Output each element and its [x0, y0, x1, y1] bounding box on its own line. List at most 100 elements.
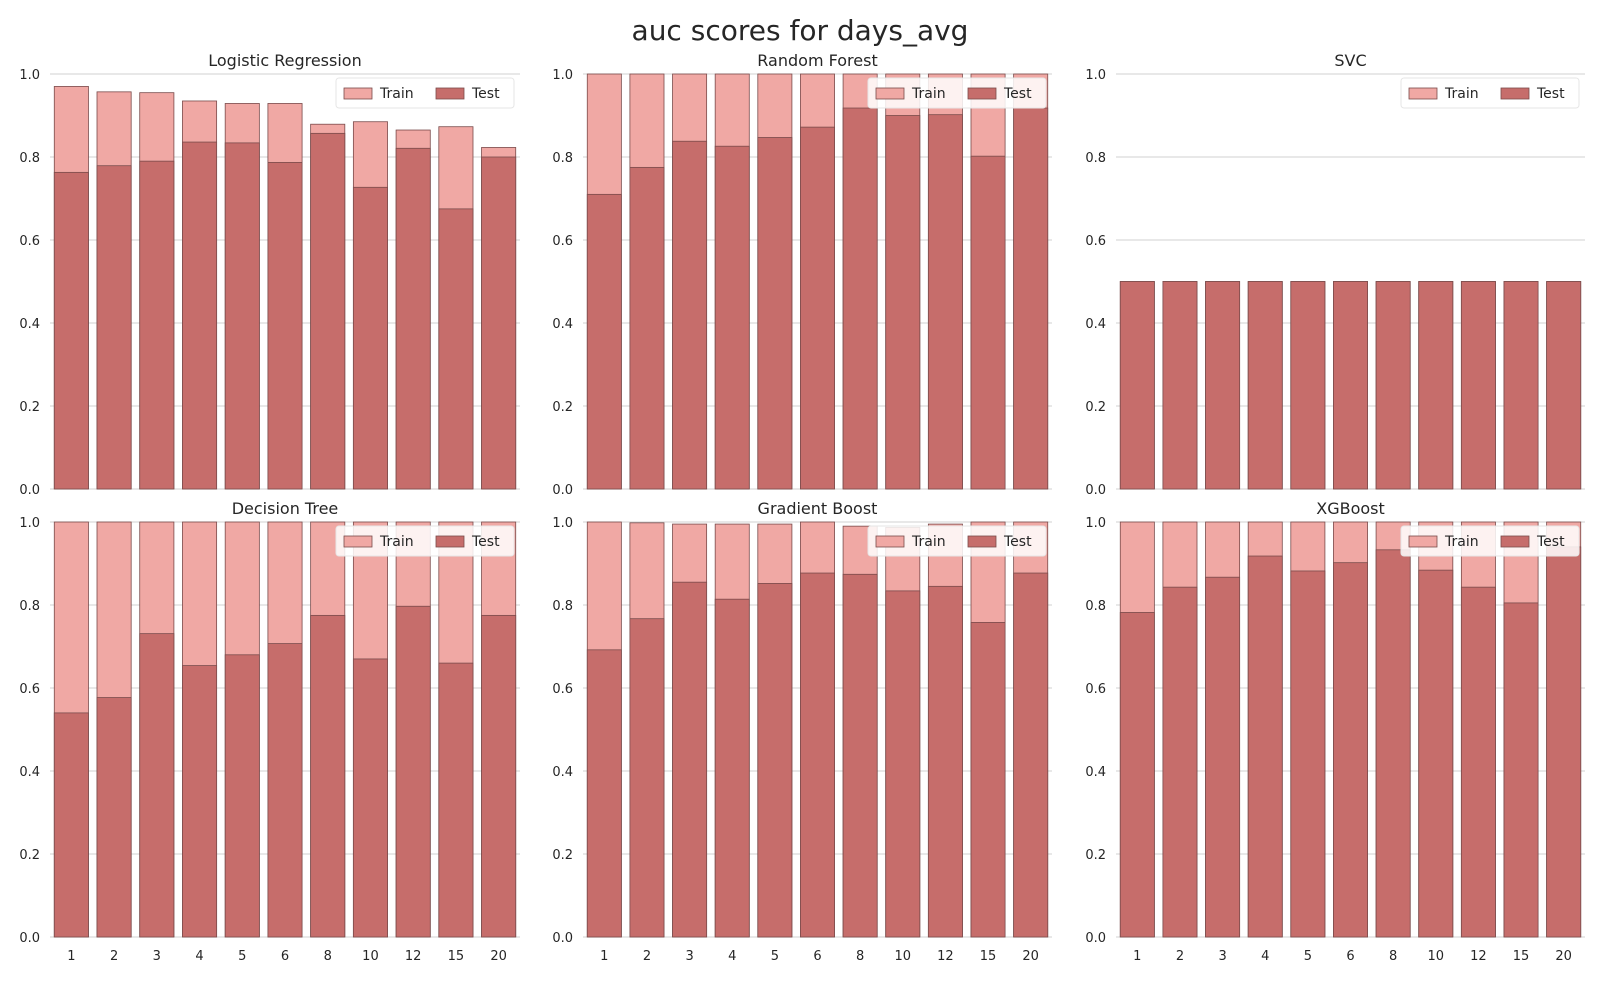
x-tick-label: 3: [685, 949, 693, 964]
legend-label-test: Test: [1003, 534, 1032, 550]
y-tick-label: 0.2: [19, 848, 40, 863]
bar-test: [586, 649, 622, 938]
x-tick-label: 1: [1133, 949, 1141, 964]
y-tick-label: 0.4: [1085, 765, 1106, 780]
legend-label-train: Train: [379, 534, 414, 550]
bar-test: [672, 140, 708, 490]
x-tick-label: 2: [1176, 949, 1184, 964]
y-tick-label: 0.6: [552, 234, 573, 249]
bar-test: [352, 658, 388, 938]
bar-test: [1290, 281, 1326, 490]
bar-test: [310, 614, 346, 938]
bar-test: [96, 697, 132, 938]
legend-label-test: Test: [471, 86, 500, 102]
y-tick-label: 0.8: [19, 599, 40, 614]
bar-test: [1333, 281, 1368, 490]
y-tick-label: 0.8: [552, 599, 573, 614]
y-tick-label: 1.0: [1085, 68, 1106, 83]
bar-test: [53, 712, 89, 938]
bar-test: [1503, 602, 1539, 938]
bar-test: [438, 662, 474, 938]
bar-test: [800, 126, 835, 490]
y-tick-label: 0.4: [19, 765, 40, 780]
legend: Train Test: [335, 77, 515, 109]
bar-test: [1418, 569, 1454, 938]
legend-swatch-train: [343, 87, 373, 100]
bar-test: [1546, 281, 1582, 490]
x-tick-label: 4: [728, 949, 736, 964]
bar-test: [1205, 576, 1241, 938]
x-tick-label: 12: [405, 949, 422, 964]
bar-test: [182, 665, 218, 938]
legend-label-train: Train: [1444, 86, 1479, 102]
bar-test: [885, 115, 921, 490]
chart-title: SVC: [1334, 51, 1366, 70]
x-tick-label: 8: [856, 949, 864, 964]
y-tick-label: 0.0: [19, 483, 40, 498]
bar-test: [629, 618, 665, 938]
bar-test: [224, 142, 260, 490]
legend-swatch-train: [1408, 87, 1438, 100]
bar-test: [1375, 281, 1411, 490]
bar-test: [267, 161, 303, 490]
bar-test: [139, 160, 175, 490]
x-tick-label: 2: [110, 949, 118, 964]
legend-swatch-test: [967, 87, 997, 100]
bar-test: [267, 643, 303, 938]
x-tick-label: 6: [1346, 949, 1354, 964]
bar-test: [1247, 281, 1283, 490]
x-tick-label: 15: [1513, 949, 1530, 964]
bar-test: [842, 573, 878, 938]
chart-panel: 0.00.20.40.60.81.01 2 3 4 5 6 8 10 12 15 20Gradien…: [552, 499, 1052, 964]
x-tick-label: 12: [1470, 949, 1487, 964]
legend-swatch-test: [435, 535, 465, 548]
x-tick-label: 20: [490, 949, 507, 964]
bar-test: [1119, 612, 1155, 938]
bar-test: [1013, 572, 1049, 938]
bar-test: [53, 171, 89, 490]
y-tick-label: 0.6: [19, 234, 40, 249]
legend-label-train: Train: [911, 534, 946, 550]
y-tick-label: 0.2: [552, 400, 573, 415]
x-tick-label: 12: [937, 949, 954, 964]
legend: Train Test: [867, 77, 1047, 109]
chart-title: Random Forest: [757, 51, 877, 70]
x-tick-label: 6: [281, 949, 289, 964]
bar-test: [672, 581, 708, 938]
legend-label-test: Test: [1536, 86, 1565, 102]
legend-label-test: Test: [1536, 534, 1565, 550]
bar-test: [970, 622, 1006, 938]
bar-test: [1460, 281, 1496, 490]
legend: Train Test: [867, 525, 1047, 557]
chart-panel: 0.0 0.2 0.4 0.6 0.8 1.0 Random Forest Train Test: [552, 51, 1052, 498]
bar-test: [438, 208, 474, 490]
x-tick-label: 1: [600, 949, 608, 964]
y-tick-label: 0.6: [1085, 682, 1106, 697]
x-tick-label: 4: [195, 949, 203, 964]
bar-test: [1333, 562, 1368, 938]
x-tick-label: 5: [771, 949, 779, 964]
y-tick-label: 0.2: [552, 848, 573, 863]
chart-panel: 0.00.20.40.60.81.01 2 3 4 5 6 8 10 12 15 20Decisio…: [19, 499, 520, 964]
bar-test: [757, 583, 793, 938]
y-tick-label: 0.2: [19, 400, 40, 415]
y-tick-label: 1.0: [1085, 516, 1106, 531]
y-tick-label: 0.8: [1085, 151, 1106, 166]
bar-test: [1418, 281, 1454, 490]
x-tick-label: 20: [1555, 949, 1572, 964]
x-tick-label: 4: [1261, 949, 1269, 964]
y-tick-label: 0.8: [19, 151, 40, 166]
chart-panel: 0.0 0.2 0.4 0.6 0.8 1.0 Logistic Regression Tra…: [19, 51, 520, 498]
y-tick-label: 0.6: [552, 682, 573, 697]
bar-test: [481, 156, 517, 490]
bar-test: [714, 145, 750, 490]
legend-swatch-test: [967, 535, 997, 548]
bar-test: [1460, 586, 1496, 938]
y-tick-label: 0.6: [1085, 234, 1106, 249]
bar-test: [714, 598, 750, 938]
y-tick-label: 0.4: [552, 317, 573, 332]
x-tick-label: 15: [448, 949, 465, 964]
legend-box: [867, 525, 1047, 557]
y-tick-label: 0.8: [552, 151, 573, 166]
y-tick-label: 1.0: [19, 68, 40, 83]
